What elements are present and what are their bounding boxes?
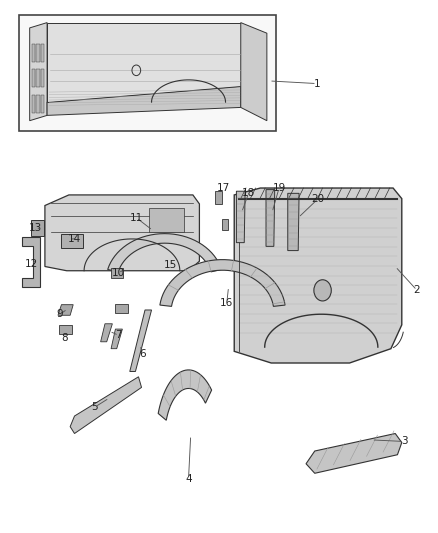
Text: 20: 20 <box>312 193 325 204</box>
Polygon shape <box>149 208 184 232</box>
Polygon shape <box>30 22 47 120</box>
Text: 7: 7 <box>116 330 122 341</box>
Text: 9: 9 <box>57 309 64 319</box>
Polygon shape <box>101 324 113 342</box>
Text: 12: 12 <box>25 259 38 269</box>
Polygon shape <box>36 69 40 87</box>
Polygon shape <box>266 190 275 246</box>
Text: 6: 6 <box>140 349 146 359</box>
Text: 1: 1 <box>314 78 320 88</box>
Polygon shape <box>237 191 245 243</box>
Polygon shape <box>47 22 241 102</box>
Text: 8: 8 <box>61 333 68 343</box>
Polygon shape <box>160 260 285 306</box>
Text: 5: 5 <box>92 402 98 412</box>
Polygon shape <box>115 304 127 313</box>
Polygon shape <box>111 268 123 278</box>
Text: 14: 14 <box>68 234 81 244</box>
Polygon shape <box>45 195 199 271</box>
Text: 15: 15 <box>164 261 177 270</box>
Circle shape <box>314 280 331 301</box>
Text: 19: 19 <box>272 183 286 193</box>
Polygon shape <box>41 44 44 62</box>
Polygon shape <box>32 44 35 62</box>
Polygon shape <box>306 433 402 473</box>
Polygon shape <box>32 95 35 113</box>
Polygon shape <box>31 220 44 236</box>
Text: 3: 3 <box>401 437 407 447</box>
Polygon shape <box>70 377 141 433</box>
Text: 16: 16 <box>220 297 233 308</box>
Polygon shape <box>158 370 212 421</box>
Polygon shape <box>108 233 222 272</box>
Text: 10: 10 <box>111 268 124 278</box>
Polygon shape <box>223 219 228 230</box>
Text: 4: 4 <box>185 474 192 483</box>
Polygon shape <box>47 86 241 115</box>
Text: 18: 18 <box>242 188 255 198</box>
Polygon shape <box>36 44 40 62</box>
Polygon shape <box>234 188 402 363</box>
Polygon shape <box>111 329 122 349</box>
Polygon shape <box>288 193 299 251</box>
Polygon shape <box>58 305 73 316</box>
Polygon shape <box>241 22 267 120</box>
Polygon shape <box>41 95 44 113</box>
Polygon shape <box>22 237 40 287</box>
Polygon shape <box>41 69 44 87</box>
Polygon shape <box>215 191 223 204</box>
Text: 17: 17 <box>217 183 230 193</box>
Text: 13: 13 <box>29 223 42 233</box>
Text: 2: 2 <box>414 285 420 295</box>
Polygon shape <box>36 95 40 113</box>
Text: 11: 11 <box>130 213 143 223</box>
Polygon shape <box>32 69 35 87</box>
Bar <box>19 14 276 131</box>
Polygon shape <box>61 233 83 248</box>
Polygon shape <box>130 310 152 372</box>
Polygon shape <box>59 325 72 334</box>
